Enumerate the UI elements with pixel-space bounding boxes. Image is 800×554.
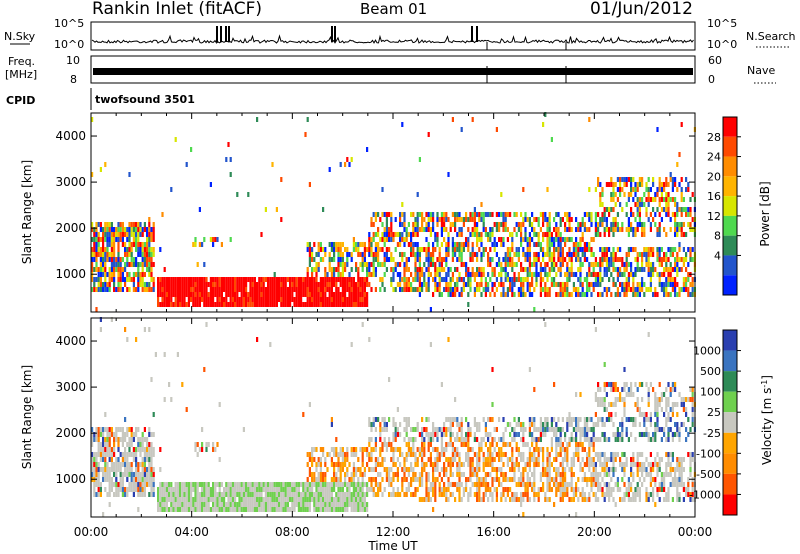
velocity-colorbar-label: Velocity [m s-1] — [760, 375, 774, 465]
velocity-axes: 1000 2000 3000 4000 — [55, 318, 696, 517]
x-tick-label: 04:00 — [174, 525, 209, 539]
colorbar-swatch — [723, 136, 737, 157]
y-tick-label: 4000 — [55, 129, 86, 143]
cpid-label: CPID — [6, 94, 35, 107]
x-tick-label: 12:00 — [376, 525, 411, 539]
colorbar-tick-label: -25 — [703, 427, 721, 440]
date-label: 01/Jun/2012 — [590, 0, 693, 19]
nsearch-tick-bottom: 10^0 — [707, 38, 737, 51]
y-tick-label: 3000 — [55, 380, 86, 394]
cpid-value: twofsound 3501 — [95, 93, 195, 106]
colorbar-tick-label: -1000 — [689, 488, 721, 501]
colorbar-swatch — [723, 453, 737, 474]
colorbar-swatch — [723, 412, 737, 433]
velocity-colorbar: 1000 500 100 25 -25 -100 -500 -1000 — [689, 329, 741, 516]
nsky-panel — [90, 21, 696, 51]
freq-label: Freq. — [8, 55, 35, 68]
y-tick-label: 4000 — [55, 334, 86, 348]
y-tick-label: 3000 — [55, 175, 86, 189]
x-tick-label: 00:00 — [678, 525, 713, 539]
power-axes: 1000 2000 3000 4000 — [55, 113, 696, 312]
colorbar-swatch — [723, 196, 737, 216]
colorbar-swatch — [723, 371, 737, 392]
nsky-label: N.Sky — [4, 30, 36, 43]
colorbar-swatch — [723, 494, 737, 515]
colorbar-tick-label: 20 — [707, 170, 721, 183]
colorbar-swatch — [723, 176, 737, 197]
colorbar-tick-label: -100 — [696, 447, 721, 460]
freq-tick-top: 10 — [66, 54, 80, 67]
velocity-heatmap — [91, 317, 696, 517]
x-tick-label: 16:00 — [476, 525, 511, 539]
power-colorbar-label: Power [dB] — [758, 181, 772, 246]
x-tick-label: 20:00 — [577, 525, 612, 539]
colorbar-swatch — [723, 432, 737, 454]
xlabel: Time UT — [367, 539, 418, 553]
colorbar-tick-label: -500 — [696, 468, 721, 481]
colorbar-tick-label: 25 — [707, 406, 721, 419]
colorbar-tick-label: 24 — [707, 151, 721, 164]
nsearch-label: N.Search — [746, 30, 796, 43]
beam-label: Beam 01 — [360, 0, 427, 18]
colorbar-tick-label: 28 — [707, 131, 721, 144]
y-tick-label: 2000 — [55, 221, 86, 235]
freq-trace — [93, 68, 693, 75]
y-tick-label: 2000 — [55, 426, 86, 440]
colorbar-tick-label: 4 — [714, 249, 721, 262]
plot-title: Rankin Inlet (fitACF) — [92, 0, 262, 19]
colorbar-swatch — [723, 473, 737, 495]
nsky-tick-bottom: 10^0 — [54, 38, 84, 51]
time-axis: 00:00 04:00 08:00 12:00 16:00 20:00 00:00 — [74, 525, 713, 539]
freq-tick-bottom: 8 — [70, 73, 77, 86]
power-colorbar: 28 24 20 16 12 8 4 — [707, 116, 741, 296]
freq-unit: [MHz] — [5, 68, 37, 81]
colorbar-tick-label: 1000 — [693, 345, 721, 358]
colorbar-swatch — [723, 215, 737, 236]
x-tick-label: 00:00 — [74, 525, 109, 539]
colorbar-tick-label: 100 — [700, 386, 721, 399]
power-ylabel: Slant Range [km] — [20, 160, 34, 264]
colorbar-swatch — [723, 255, 737, 276]
nave-tick-top: 60 — [708, 54, 722, 67]
colorbar-swatch — [723, 117, 737, 137]
freq-panel — [90, 55, 696, 84]
nsky-tick-top: 10^5 — [54, 17, 84, 30]
power-heatmap — [91, 112, 696, 312]
colorbar-swatch — [723, 275, 737, 295]
colorbar-swatch — [723, 391, 737, 413]
colorbar-swatch — [723, 330, 737, 351]
x-tick-label: 08:00 — [275, 525, 310, 539]
colorbar-swatch — [723, 235, 737, 256]
colorbar-swatch — [723, 350, 737, 372]
nave-tick-bottom: 0 — [708, 73, 715, 86]
y-tick-label: 1000 — [55, 267, 86, 281]
colorbar-tick-label: 16 — [707, 190, 721, 203]
colorbar-tick-label: 8 — [714, 230, 721, 243]
nsky-trace — [91, 26, 694, 50]
colorbar-tick-label: 500 — [700, 365, 721, 378]
y-tick-label: 1000 — [55, 472, 86, 486]
velocity-ylabel: Slant Range [km] — [20, 365, 34, 469]
colorbar-tick-label: 12 — [707, 210, 721, 223]
nave-label: Nave — [747, 64, 775, 77]
nsearch-tick-top: 10^5 — [707, 17, 737, 30]
colorbar-swatch — [723, 156, 737, 177]
